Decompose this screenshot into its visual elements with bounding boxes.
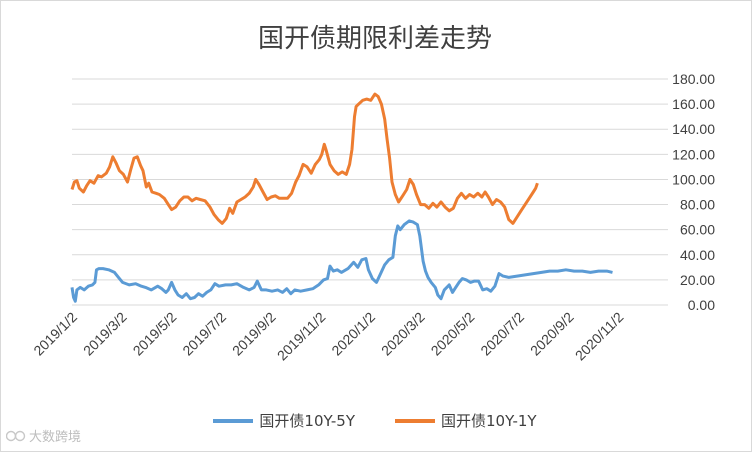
y-tick-label: 40.00: [680, 247, 715, 263]
watermark: 大数跨境: [6, 426, 81, 445]
y-tick-label: 80.00: [680, 197, 715, 213]
legend-swatch-10y-5y: [213, 418, 254, 423]
chart-title: 国开债期限利差走势: [257, 24, 492, 54]
x-tick-label: 2020/1/2: [328, 309, 378, 359]
y-tick-label: 140.00: [672, 121, 715, 137]
legend-label-10y-5y: 国开债10Y-5Y: [259, 412, 355, 430]
y-tick-label: 60.00: [680, 222, 715, 238]
y-tick-label: 120.00: [672, 146, 715, 162]
y-tick-label: 20.00: [680, 272, 715, 288]
y-tick-label: 100.00: [672, 171, 715, 187]
legend-swatch-10y-1y: [395, 418, 435, 423]
series-lines: [70, 92, 613, 303]
legend-label-10y-1y: 国开债10Y-1Y: [441, 412, 537, 430]
x-tick-label: 2019/3/2: [80, 309, 130, 359]
gridlines: [72, 78, 668, 306]
x-tick-label: 2019/1/2: [30, 309, 80, 359]
x-tick-label: 2020/9/2: [527, 309, 577, 359]
x-tick-label: 2019/11/2: [274, 309, 329, 364]
y-tick-label: 160.00: [672, 96, 715, 112]
x-tick-label: 2019/5/2: [130, 309, 180, 359]
series-line-10y-5y: [70, 219, 613, 303]
x-tick-label: 2020/3/2: [378, 309, 428, 359]
y-tick-label: 0.00: [688, 297, 715, 313]
y-axis-ticks: 0.00 20.00 40.00 60.00 80.00 100.00 120.00 140.…: [672, 71, 715, 313]
x-axis-ticks: 2019/1/2 2019/3/2 2019/5/2 2019/7/2 2019/9/2…: [30, 309, 626, 364]
legend-item-10y-1y: 国开债10Y-1Y: [395, 410, 537, 431]
watermark-logo-icon: [6, 430, 26, 441]
x-tick-label: 2019/9/2: [229, 309, 279, 359]
series-line-10y-1y: [70, 92, 539, 225]
x-tick-label: 2020/11/2: [572, 309, 627, 364]
legend-item-10y-5y: 国开债10Y-5Y: [213, 410, 355, 431]
x-tick-label: 2020/5/2: [428, 309, 478, 359]
x-tick-label: 2019/7/2: [179, 309, 229, 359]
y-tick-label: 180.00: [672, 71, 715, 87]
x-tick-label: 2020/7/2: [477, 309, 527, 359]
legend: 国开债10Y-5Y 国开债10Y-1Y: [0, 410, 750, 431]
watermark-text: 大数跨境: [29, 430, 82, 445]
